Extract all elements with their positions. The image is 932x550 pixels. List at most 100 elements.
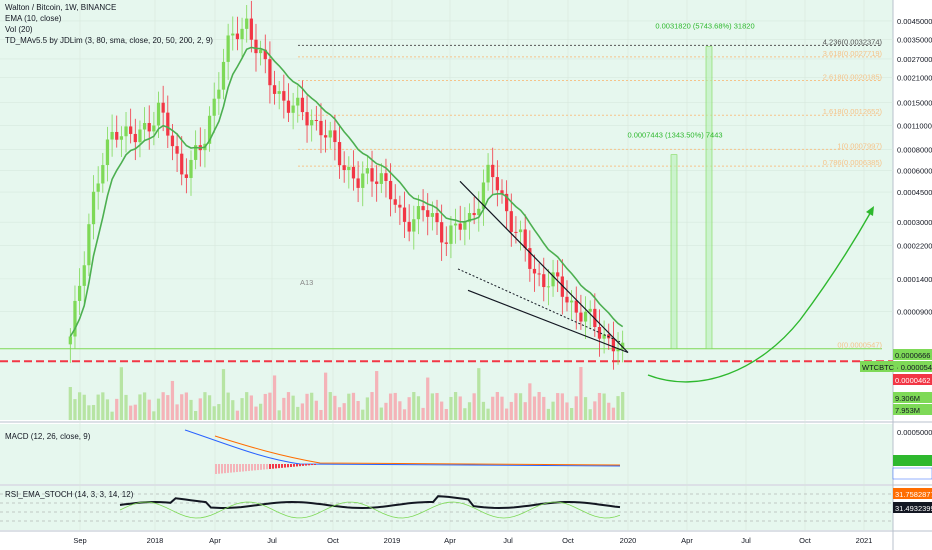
- candle-body: [282, 91, 286, 101]
- volume-bar: [574, 396, 578, 420]
- candle-body: [616, 349, 620, 352]
- rsi-tag-bg: [893, 502, 932, 513]
- volume-bar: [509, 401, 513, 420]
- macd-hist: [242, 464, 244, 472]
- macd-hist: [233, 464, 235, 473]
- volume-bar: [551, 401, 555, 420]
- rsi-tag-bg: [893, 488, 932, 499]
- candles: [68, 0, 625, 370]
- volume-bar: [328, 392, 332, 420]
- macd-hist: [266, 464, 268, 470]
- candle-body: [388, 180, 393, 200]
- time-axis-label: Jul: [741, 536, 751, 545]
- macd-legend[interactable]: MACD (12, 26, close, 9): [5, 432, 91, 441]
- volume-bar: [333, 395, 337, 420]
- price-tag-bg: [893, 392, 932, 403]
- volume-bar: [282, 397, 286, 420]
- volume-bar: [611, 407, 616, 420]
- volume-bar: [110, 411, 114, 420]
- candle-body: [556, 272, 560, 277]
- candle-body: [245, 18, 249, 29]
- ema-path: [69, 46, 624, 337]
- volume-bar: [194, 410, 198, 420]
- candle-body: [602, 334, 606, 339]
- projection-curve: [647, 209, 873, 383]
- macd-hist: [248, 464, 250, 471]
- volume-bar: [105, 399, 110, 420]
- volume-bar: [87, 405, 91, 420]
- macd-hist: [284, 464, 286, 468]
- price-tag-bg: [893, 349, 932, 360]
- volume-bar: [300, 403, 305, 420]
- projection-label-small: 0.0007443 (1343.50%) 7443: [627, 131, 722, 140]
- candle-body: [551, 272, 555, 287]
- volume-bar: [565, 402, 569, 420]
- macd-hist: [305, 464, 307, 466]
- fib-label: 3.618(0.0027719): [823, 49, 883, 58]
- volume-bar: [569, 407, 574, 420]
- volume-bar: [616, 396, 620, 420]
- candle-body: [91, 191, 96, 225]
- candle-body: [528, 248, 532, 269]
- candle-body: [310, 119, 314, 126]
- candle-body: [542, 274, 546, 288]
- candle-body: [115, 131, 119, 140]
- candle-body: [189, 159, 193, 178]
- candle-body: [583, 311, 588, 322]
- volume-bar: [203, 392, 207, 420]
- volume-bar: [398, 401, 402, 420]
- macd-hist: [215, 464, 217, 474]
- macd-hist: [245, 464, 247, 472]
- volume-bar: [249, 395, 253, 420]
- ema-legend[interactable]: EMA (10, close): [5, 14, 62, 23]
- candle-body: [361, 173, 365, 188]
- volume-bar: [138, 394, 142, 420]
- candle-body: [314, 119, 318, 121]
- fib-label: 2.618(0.0020185): [823, 73, 883, 82]
- time-axis-label: 2020: [620, 536, 637, 545]
- td-legend[interactable]: TD_MAv5.5 by JDLim (3, 80, sma, close, 2…: [5, 36, 213, 45]
- volume-bar: [115, 398, 119, 420]
- candle-body: [467, 213, 472, 222]
- volume-bar: [528, 383, 532, 420]
- candle-body: [472, 213, 476, 216]
- symbol-title[interactable]: Walton / Bitcoin, 1W, BINANCE: [5, 3, 117, 12]
- volume-bar: [402, 409, 407, 420]
- macd-hist: [293, 464, 295, 467]
- volume-bar: [342, 403, 346, 420]
- volume-bar: [296, 406, 300, 420]
- candle-body: [328, 130, 332, 138]
- macd-signal: [214, 435, 621, 466]
- rsi-legend[interactable]: RSI_EMA_STOCH (14, 3, 3, 14, 12): [5, 490, 134, 499]
- volume-bar: [277, 410, 281, 420]
- volume-bar: [254, 406, 258, 420]
- macd-tag-bg: [893, 455, 932, 466]
- price-axis-label: 0.0021000: [897, 74, 932, 83]
- candle-body: [254, 39, 258, 54]
- candle-body: [68, 336, 72, 345]
- macd-hist: [227, 464, 229, 473]
- time-axis-label: Apr: [444, 536, 456, 545]
- candle-body: [565, 296, 569, 303]
- candle-body: [87, 224, 91, 266]
- vol-legend[interactable]: Vol (20): [5, 25, 33, 34]
- volume-bar: [286, 392, 291, 420]
- candle-body: [375, 181, 379, 184]
- volume-bar: [597, 392, 602, 420]
- candle-body: [398, 204, 402, 208]
- macd-hist: [296, 464, 298, 467]
- price-axis-label: 0.0015000: [897, 99, 932, 108]
- fib-label: 1.618(0.0012652): [823, 107, 883, 116]
- macd-hist: [278, 464, 280, 469]
- volume-bar: [407, 397, 411, 420]
- volume-bar: [500, 396, 504, 420]
- candle-body: [272, 85, 277, 94]
- volume-bar: [546, 408, 551, 420]
- candle-body: [235, 33, 240, 40]
- candle-body: [514, 231, 518, 233]
- candle-body: [444, 242, 448, 244]
- candle-body: [491, 164, 495, 178]
- volume-bar: [347, 393, 351, 420]
- volume-bar: [495, 392, 499, 420]
